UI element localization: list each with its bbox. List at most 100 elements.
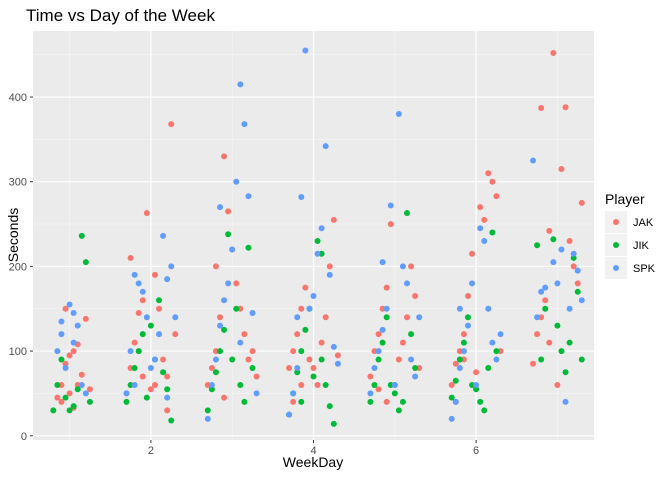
data-point — [367, 398, 374, 405]
data-point — [534, 331, 541, 338]
data-point — [290, 348, 297, 355]
data-point — [253, 390, 260, 397]
data-point — [456, 305, 463, 312]
data-point — [534, 314, 541, 321]
data-point — [298, 305, 305, 312]
data-point — [172, 331, 179, 338]
data-point — [168, 417, 175, 424]
data-point — [562, 369, 569, 376]
data-point — [147, 365, 154, 372]
data-point — [460, 331, 467, 338]
data-point — [123, 390, 130, 397]
data-point — [78, 371, 85, 378]
data-point — [460, 339, 467, 346]
data-point — [473, 386, 480, 393]
data-point — [217, 322, 223, 329]
data-point — [550, 259, 557, 266]
data-point — [383, 314, 390, 321]
data-point — [322, 314, 329, 321]
data-point — [245, 356, 252, 363]
y-tick-label: 300 — [9, 177, 27, 189]
data-point — [70, 403, 77, 410]
data-point — [383, 398, 390, 405]
data-point — [379, 339, 386, 346]
data-point — [574, 288, 581, 295]
data-point — [156, 331, 163, 338]
legend: Player JAK JIK SPK — [605, 191, 656, 279]
data-point — [404, 210, 410, 217]
data-point — [485, 365, 492, 372]
data-point — [164, 276, 171, 283]
data-point — [82, 315, 89, 322]
data-point — [412, 293, 419, 300]
data-point — [574, 267, 581, 274]
data-point — [249, 365, 256, 372]
data-point — [151, 381, 158, 388]
data-point — [147, 386, 154, 393]
data-point — [131, 365, 138, 372]
data-point — [58, 318, 65, 325]
data-point — [314, 381, 321, 388]
data-point — [558, 348, 565, 355]
data-point — [164, 407, 171, 414]
y-tick-label: 400 — [9, 92, 27, 104]
data-point — [302, 284, 309, 291]
x-tick-label: 4 — [310, 445, 316, 457]
data-point — [233, 178, 240, 185]
legend-label: SPK — [633, 263, 656, 275]
data-point — [139, 373, 146, 380]
data-point — [558, 166, 565, 173]
data-point — [66, 301, 73, 308]
data-point — [131, 381, 138, 388]
data-point — [221, 326, 228, 333]
data-point — [326, 403, 333, 410]
data-point — [233, 280, 240, 287]
data-point — [408, 263, 415, 270]
data-point — [241, 331, 248, 338]
data-point — [412, 365, 419, 372]
legend-items: JAK JIK SPK — [605, 211, 656, 279]
data-point — [131, 271, 138, 278]
data-point — [168, 263, 175, 270]
data-point — [375, 348, 382, 355]
x-axis-title: WeekDay — [283, 454, 343, 470]
data-point — [489, 178, 496, 185]
data-point — [139, 288, 146, 295]
data-point — [387, 221, 394, 228]
data-point — [298, 348, 305, 355]
data-point — [542, 284, 549, 291]
data-point — [493, 356, 500, 363]
data-point — [241, 121, 248, 128]
y-axis-title: Seconds — [5, 208, 21, 262]
data-point — [212, 356, 219, 363]
data-point — [135, 348, 142, 355]
data-point — [497, 331, 504, 338]
data-point — [168, 121, 175, 128]
data-point — [160, 369, 167, 376]
data-point — [375, 386, 382, 393]
data-point — [290, 390, 297, 397]
data-point — [74, 322, 81, 329]
data-point — [570, 254, 577, 261]
data-point — [86, 398, 93, 405]
data-point — [229, 246, 236, 253]
data-point — [314, 250, 321, 257]
data-point — [534, 242, 541, 249]
y-tick-label: 100 — [9, 346, 27, 358]
data-point — [139, 331, 146, 338]
series-jik — [50, 210, 585, 427]
data-point — [554, 280, 561, 287]
series-spk — [54, 47, 585, 422]
y-axis-ticks: 0 100 200 300 400 — [9, 92, 33, 443]
data-point — [412, 373, 419, 380]
data-point — [326, 271, 333, 278]
data-point — [570, 250, 577, 257]
data-point — [538, 288, 545, 295]
data-point — [448, 415, 455, 422]
data-point — [208, 386, 215, 393]
data-point — [143, 314, 150, 321]
data-point — [78, 232, 85, 239]
data-point — [538, 105, 545, 112]
data-point — [172, 314, 179, 321]
